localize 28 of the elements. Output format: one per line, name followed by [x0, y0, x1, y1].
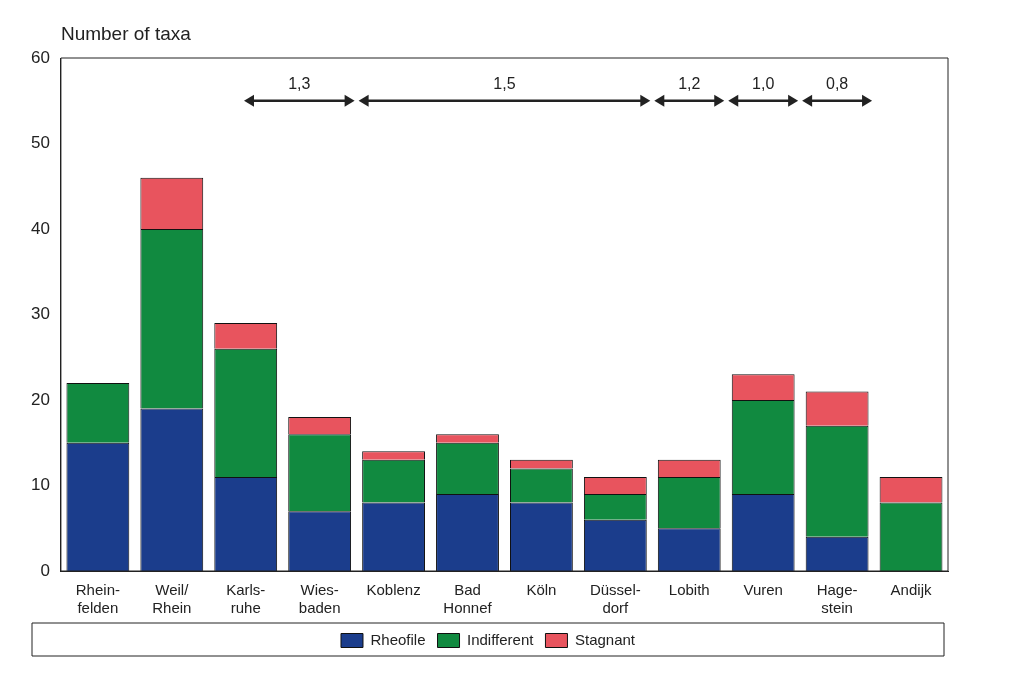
x-tick-label: Andijk — [890, 581, 932, 599]
annotation: 1,5 — [493, 75, 516, 93]
legend-label: Stagnant — [574, 630, 636, 648]
y-axis-title: Number of taxa — [60, 22, 192, 44]
y-tick-label: 40 — [30, 218, 50, 238]
x-tick-label: Wies- baden — [298, 581, 341, 617]
x-tick-label: Lobith — [668, 581, 710, 599]
annotation: 0,8 — [825, 75, 849, 93]
y-tick-label: 60 — [30, 47, 50, 67]
x-tick-label: Düssel- dorf — [589, 581, 641, 617]
legend-label: Indifferent — [467, 630, 535, 648]
y-tick-label: 20 — [30, 389, 50, 409]
x-tick-label: Rhein- felden — [75, 581, 120, 617]
annotation: 1,0 — [752, 75, 775, 93]
x-tick-label: Weil/ Rhein — [152, 581, 192, 617]
x-tick-label: Köln — [526, 581, 557, 599]
x-tick-label: Hage- stein — [816, 581, 858, 617]
y-tick-label: 50 — [30, 133, 50, 153]
y-tick-label: 10 — [30, 475, 50, 495]
x-tick-label: Karls- ruhe — [226, 581, 266, 617]
legend-label: Rheofile — [370, 630, 426, 648]
annotation: 1,3 — [288, 75, 311, 93]
x-tick-label: Koblenz — [366, 581, 421, 599]
y-tick-label: 0 — [40, 560, 50, 580]
annotation: 1,2 — [678, 75, 701, 93]
x-tick-label: Vuren — [743, 581, 783, 599]
x-tick-label: Bad Honnef — [443, 581, 493, 617]
y-tick-label: 30 — [30, 304, 50, 324]
